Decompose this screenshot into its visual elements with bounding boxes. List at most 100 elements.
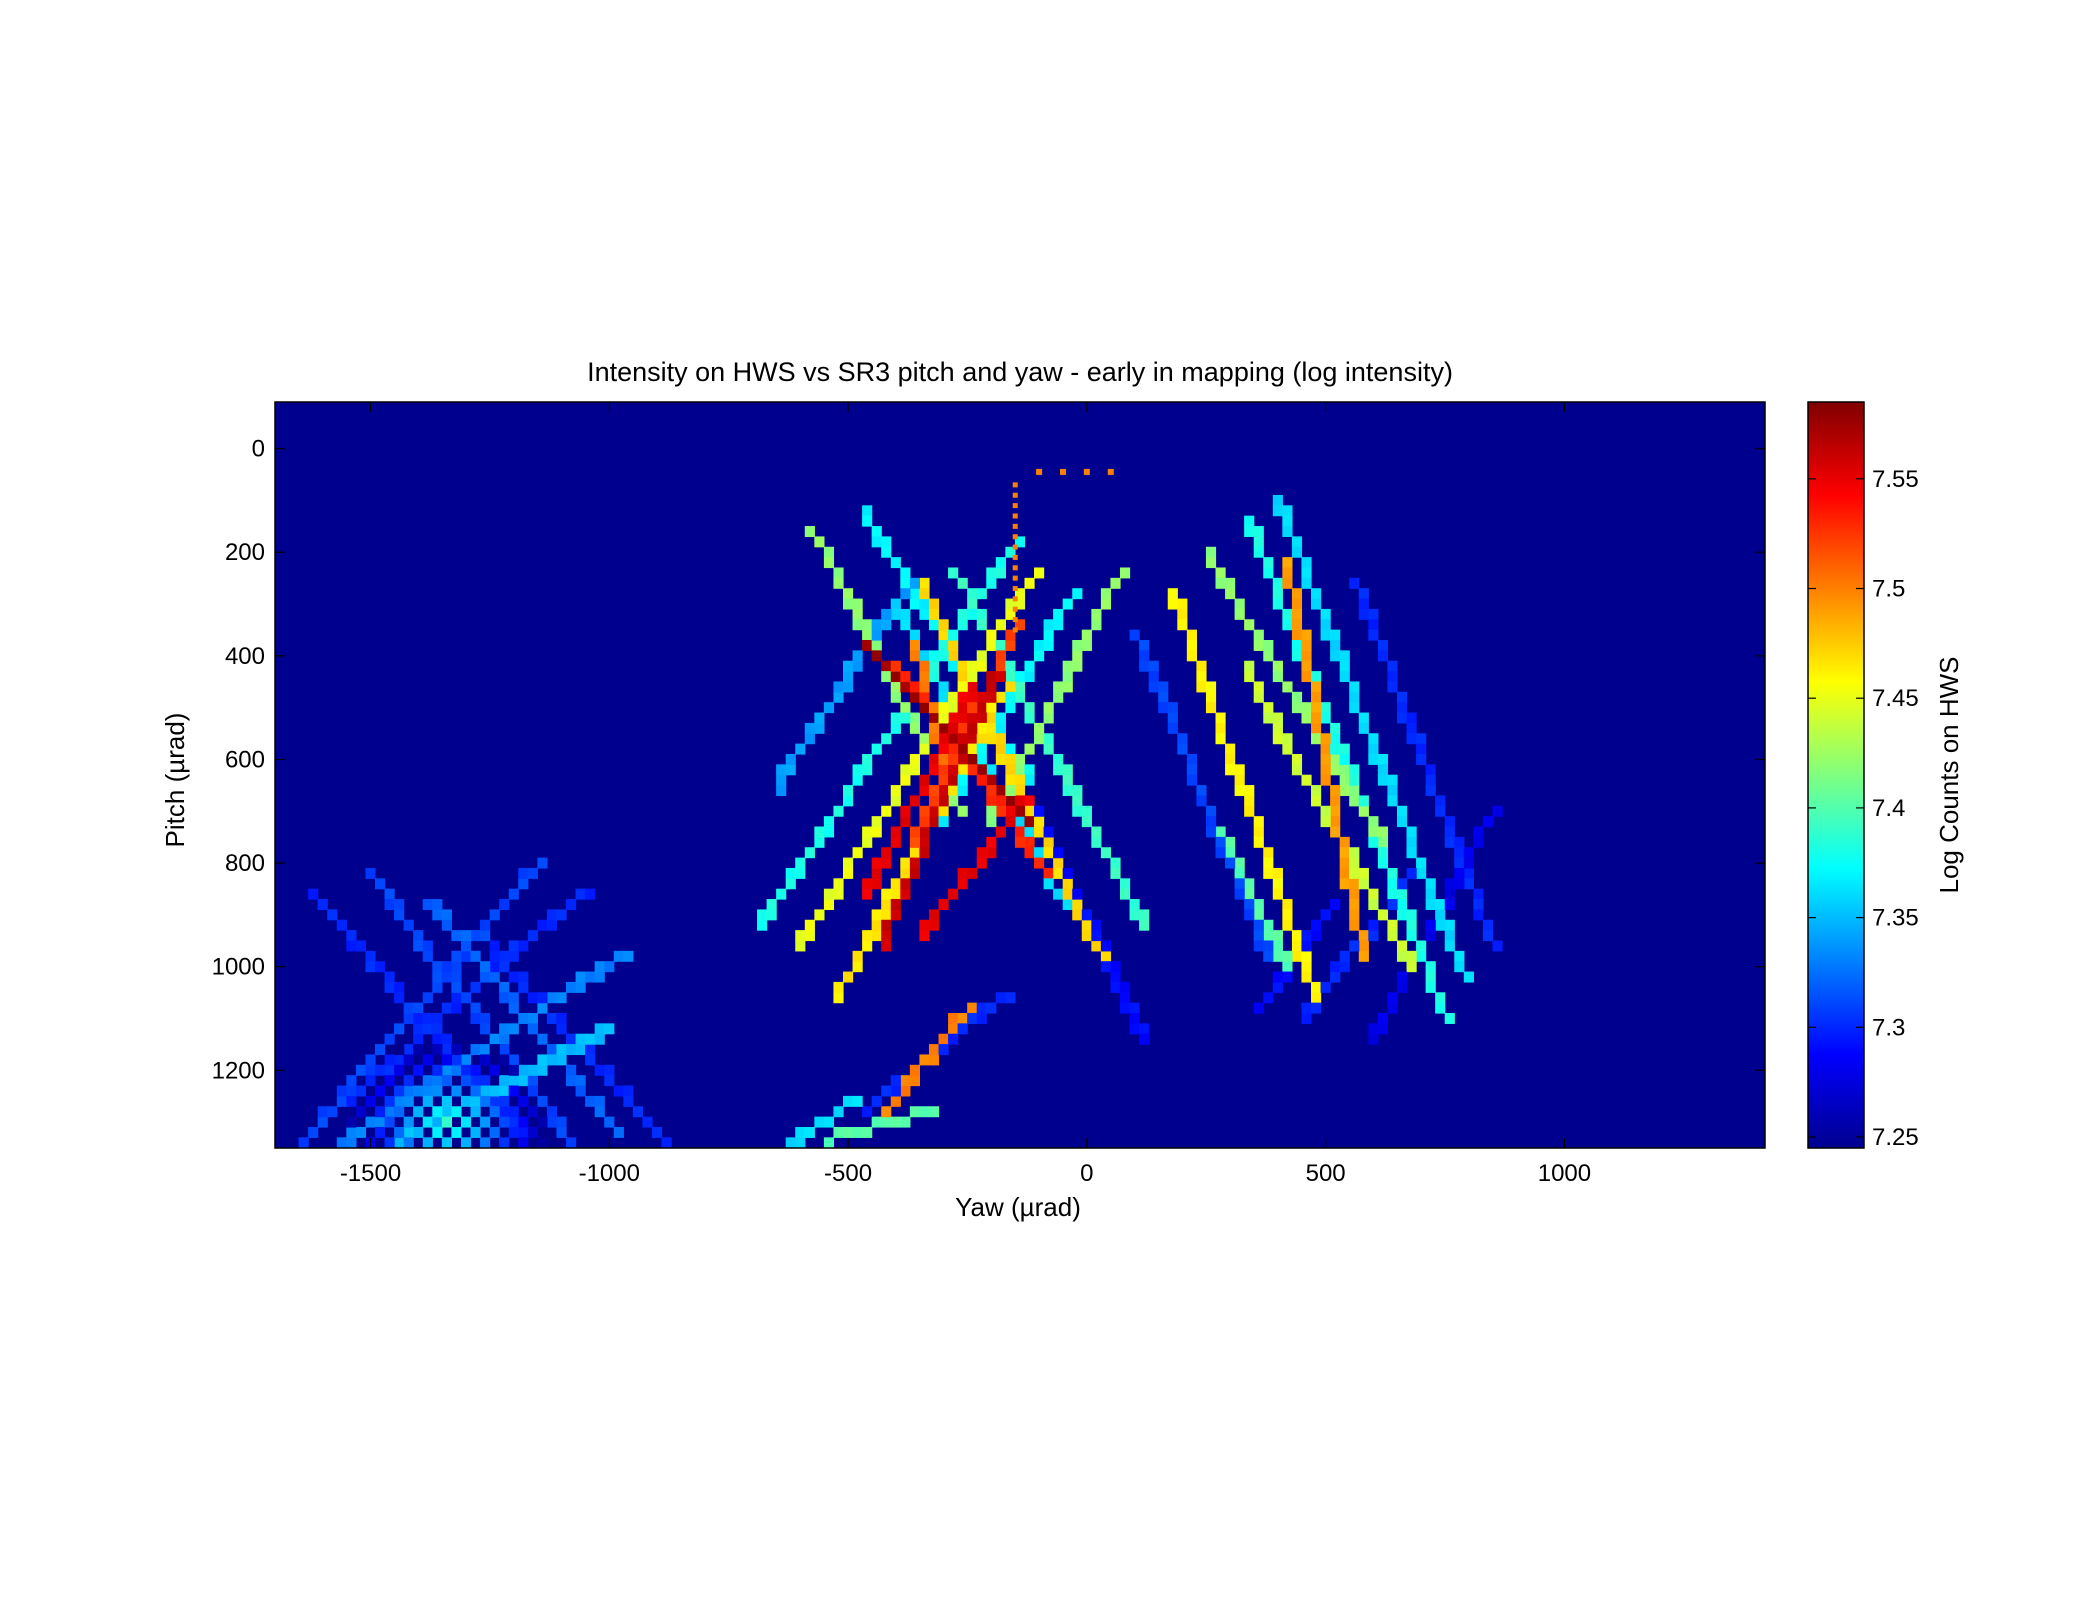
heatmap-cell bbox=[1005, 671, 1016, 683]
heatmap-cell bbox=[1282, 733, 1293, 745]
heatmap-cell bbox=[422, 940, 433, 952]
heatmap-cell bbox=[1234, 867, 1245, 879]
heatmap-cell bbox=[1005, 546, 1016, 558]
heatmap-cell bbox=[919, 805, 930, 817]
heatmap-cell bbox=[1387, 795, 1398, 807]
heatmap-cell bbox=[1244, 909, 1255, 921]
heatmap-cell bbox=[1024, 774, 1035, 786]
heatmap-cell bbox=[919, 650, 930, 662]
heatmap-cell bbox=[1034, 847, 1045, 859]
heatmap-cell bbox=[814, 712, 825, 724]
heatmap-cell bbox=[1205, 702, 1217, 714]
heatmap-cell bbox=[909, 1075, 921, 1087]
heatmap-cell bbox=[1253, 836, 1264, 848]
heatmap-cell bbox=[1377, 764, 1389, 776]
x-tick-label: 500 bbox=[1306, 1160, 1346, 1187]
heatmap-cell bbox=[575, 1044, 586, 1056]
heatmap-cell bbox=[413, 1126, 424, 1138]
heatmap-cell bbox=[499, 1106, 510, 1118]
heatmap-cell bbox=[422, 1137, 433, 1148]
heatmap-cell bbox=[1311, 992, 1322, 1004]
heatmap-cell bbox=[480, 1095, 491, 1107]
heatmap-cell bbox=[527, 930, 538, 942]
heatmap-cell bbox=[1043, 847, 1054, 859]
heatmap-cell bbox=[909, 598, 921, 610]
y-tick-label: 0 bbox=[252, 436, 265, 463]
heatmap-cell bbox=[938, 805, 949, 817]
heatmap-cell bbox=[1311, 671, 1322, 683]
heatmap-cell bbox=[986, 722, 997, 734]
heatmap-cell bbox=[1444, 1013, 1455, 1024]
heatmap-cell bbox=[1301, 1013, 1312, 1024]
heatmap-cell bbox=[919, 836, 930, 848]
heatmap-cell bbox=[976, 712, 987, 724]
heatmap-cell bbox=[871, 919, 882, 931]
heatmap-cell bbox=[413, 1023, 424, 1035]
heatmap-cell bbox=[909, 1106, 921, 1118]
heatmap-cell bbox=[489, 1095, 500, 1107]
heatmap-cell bbox=[499, 950, 510, 962]
heatmap-cell bbox=[1072, 640, 1083, 651]
heatmap-cell bbox=[871, 1095, 882, 1107]
heatmap-cell bbox=[1244, 785, 1255, 797]
heatmap-cell bbox=[1368, 816, 1379, 828]
heatmap-cell bbox=[642, 1116, 653, 1128]
heatmap-dot bbox=[1012, 544, 1018, 550]
heatmap-dot bbox=[1036, 468, 1043, 475]
heatmap-cell bbox=[871, 816, 882, 828]
heatmap-cell bbox=[1110, 857, 1121, 869]
heatmap-cell bbox=[1444, 826, 1455, 838]
heatmap-cell bbox=[881, 608, 892, 620]
heatmap-cell bbox=[976, 608, 987, 620]
heatmap-cell bbox=[1320, 753, 1331, 765]
heatmap-cell bbox=[1330, 743, 1341, 755]
heatmap-cell bbox=[995, 557, 1006, 569]
heatmap-cell bbox=[852, 1126, 863, 1138]
heatmap-cell bbox=[489, 971, 500, 983]
heatmap-cell bbox=[1234, 888, 1245, 900]
heatmap-cell bbox=[499, 1137, 510, 1148]
heatmap-cell bbox=[413, 1033, 424, 1045]
heatmap-cell bbox=[785, 867, 796, 879]
colorbar-tick-label: 7.45 bbox=[1872, 685, 1919, 712]
heatmap-cell bbox=[967, 722, 978, 734]
heatmap-cell bbox=[976, 1002, 987, 1014]
y-tick-label: 1200 bbox=[212, 1057, 265, 1084]
heatmap-cell bbox=[814, 826, 825, 838]
heatmap-cell bbox=[1311, 702, 1322, 714]
heatmap-cell bbox=[460, 1054, 472, 1066]
heatmap-cell bbox=[1435, 795, 1446, 807]
heatmap-cell bbox=[1205, 557, 1217, 569]
heatmap-cell bbox=[919, 660, 930, 672]
heatmap-cell bbox=[413, 1106, 424, 1118]
heatmap-cell bbox=[757, 909, 768, 921]
heatmap-cell bbox=[1454, 878, 1465, 890]
heatmap-cell bbox=[938, 691, 949, 703]
heatmap-cell bbox=[508, 1064, 519, 1076]
heatmap-cell bbox=[1272, 660, 1283, 672]
heatmap-cell bbox=[909, 640, 921, 651]
heatmap-cell bbox=[1473, 909, 1484, 921]
heatmap-cell bbox=[995, 712, 1006, 724]
heatmap-cell bbox=[546, 1106, 558, 1118]
heatmap-cell bbox=[537, 992, 548, 1004]
heatmap-cell bbox=[928, 764, 940, 776]
heatmap-cell bbox=[1253, 826, 1264, 838]
heatmap-cell bbox=[489, 1044, 500, 1056]
heatmap-cell bbox=[1396, 816, 1408, 828]
heatmap-cell bbox=[1062, 660, 1073, 672]
heatmap-cell bbox=[928, 712, 940, 724]
heatmap-cell bbox=[948, 640, 959, 651]
heatmap-cell bbox=[919, 691, 930, 703]
heatmap-cell bbox=[432, 961, 443, 973]
heatmap-cell bbox=[1186, 640, 1197, 651]
heatmap-cell bbox=[1014, 785, 1026, 797]
heatmap-cell bbox=[1091, 930, 1102, 942]
heatmap-cell bbox=[460, 930, 472, 942]
heatmap-cell bbox=[1263, 919, 1274, 931]
heatmap-cell bbox=[938, 795, 949, 807]
heatmap-cell bbox=[1263, 567, 1274, 579]
heatmap-cell bbox=[1311, 712, 1322, 724]
heatmap-cell bbox=[1349, 681, 1360, 693]
heatmap-cell bbox=[594, 961, 605, 973]
